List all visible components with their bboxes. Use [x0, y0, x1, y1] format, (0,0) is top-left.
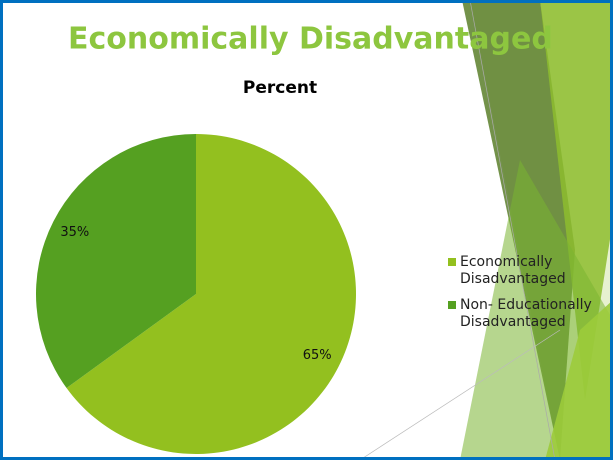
decor-shape [545, 300, 613, 460]
legend-item: Economically Disadvantaged [448, 254, 598, 288]
legend-item: Non- Educationally Disadvantaged [448, 297, 598, 331]
legend-label: Non- Educationally Disadvantaged [460, 297, 592, 330]
decor-line [359, 329, 561, 460]
legend-swatch [448, 301, 456, 309]
data-label: 35% [60, 225, 89, 240]
legend-swatch [448, 258, 456, 266]
decor-line [469, 0, 556, 460]
pie-slice [66, 134, 356, 455]
pie-slice [36, 134, 196, 389]
chart-title: Percent [243, 78, 317, 98]
legend-label: Economically Disadvantaged [460, 254, 566, 287]
data-label: 65% [303, 348, 332, 363]
slide-title: Economically Disadvantaged [68, 22, 553, 57]
